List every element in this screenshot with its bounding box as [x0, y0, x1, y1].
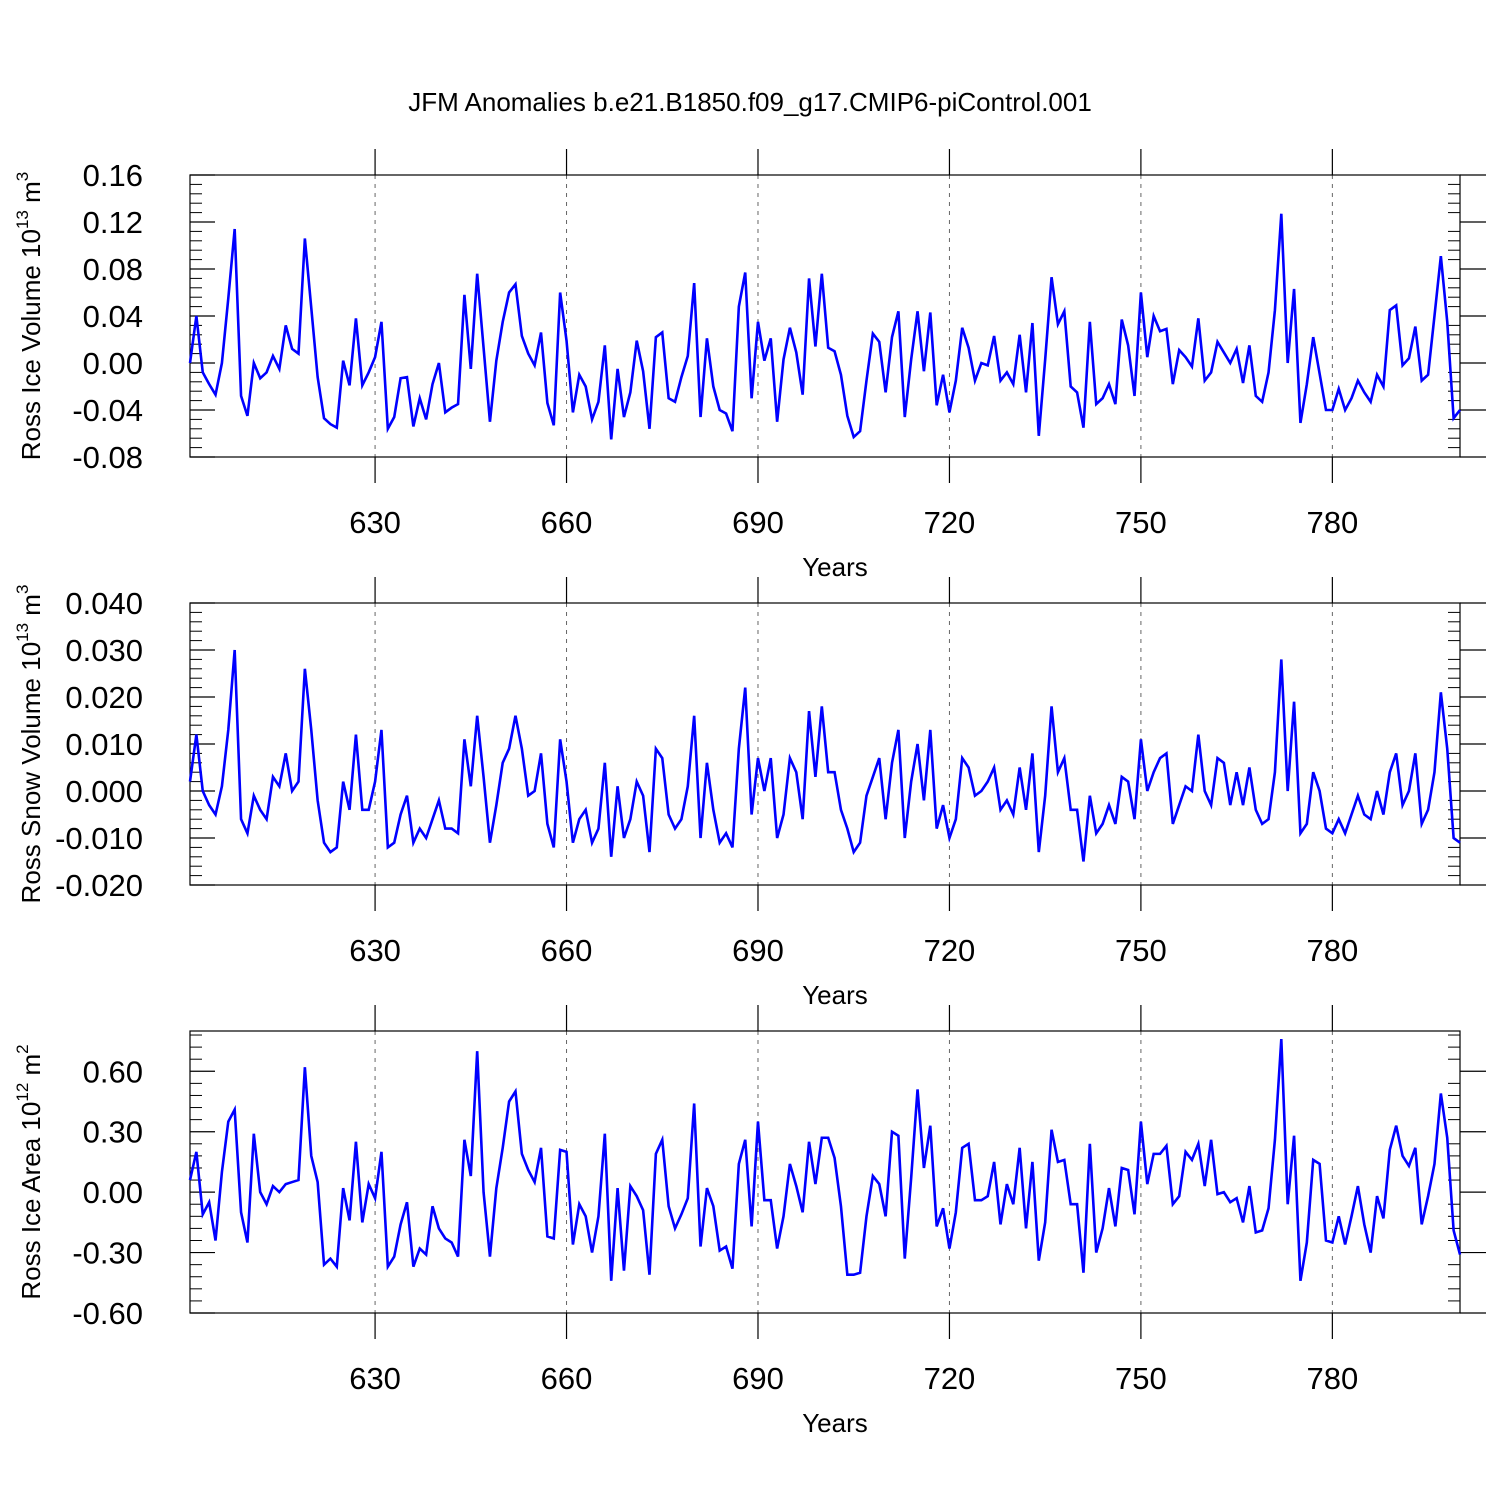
x-tick-label: 720 — [924, 933, 976, 968]
y-tick-label: 0.010 — [65, 727, 143, 762]
x-tick-label: 690 — [732, 1361, 784, 1396]
y-tick-label: -0.30 — [72, 1236, 143, 1271]
y-tick-label: -0.020 — [55, 868, 143, 903]
x-tick-label: 660 — [541, 933, 593, 968]
x-tick-label: 780 — [1306, 505, 1358, 540]
x-tick-label: 780 — [1306, 933, 1358, 968]
x-axis-label: Years — [802, 552, 868, 582]
series-line — [188, 649, 1461, 862]
y-tick-label: 0.60 — [83, 1054, 143, 1089]
x-tick-label: 720 — [924, 505, 976, 540]
y-axis-label: Ross Ice Volume 1013 m3 — [13, 172, 46, 461]
panel-snow-volume: 630 660 690 720 750 780 -0.020 -0.010 0.000 0.010… — [13, 577, 1486, 1010]
y-tick-label: 0.08 — [83, 252, 143, 287]
x-tick-label: 750 — [1115, 505, 1167, 540]
y-tick-label: -0.010 — [55, 821, 143, 856]
y-tick-label: 0.020 — [65, 680, 143, 715]
y-tick-label: 0.12 — [83, 205, 143, 240]
panel-ice-area: 630 660 690 720 750 780 -0.60 -0.30 0.00 0.30 0.60… — [13, 1005, 1486, 1438]
x-tick-label: 660 — [541, 505, 593, 540]
y-axis-label: Ross Snow Volume 1013 m3 — [13, 585, 46, 904]
series-line — [188, 213, 1462, 440]
figure-title: JFM Anomalies b.e21.B1850.f09_g17.CMIP6-… — [408, 87, 1092, 117]
x-tick-label: 750 — [1115, 1361, 1167, 1396]
x-tick-label: 780 — [1306, 1361, 1358, 1396]
x-tick-label: 690 — [732, 933, 784, 968]
x-tick-label: 720 — [924, 1361, 976, 1396]
y-tick-label: -0.04 — [72, 393, 143, 428]
y-tick-label: 0.030 — [65, 633, 143, 668]
panel-ice-volume: 630 660 690 720 750 780 -0.08 -0.04 0.00 0.04 0.08… — [13, 149, 1486, 582]
y-axis-label: Ross Ice Area 1012 m2 — [13, 1044, 46, 1299]
x-tick-label: 630 — [349, 1361, 401, 1396]
x-axis-label: Years — [802, 1408, 868, 1438]
y-tick-label: 0.000 — [65, 774, 143, 809]
x-tick-label: 690 — [732, 505, 784, 540]
x-tick-label: 630 — [349, 505, 401, 540]
y-tick-label: -0.60 — [72, 1296, 143, 1331]
x-tick-label: 750 — [1115, 933, 1167, 968]
y-tick-label: -0.08 — [72, 440, 143, 475]
plot-frame — [189, 1030, 1461, 1314]
x-axis-label: Years — [802, 980, 868, 1010]
y-tick-label: 0.30 — [83, 1115, 143, 1150]
y-tick-label: 0.00 — [83, 1175, 143, 1210]
y-tick-label: 0.040 — [65, 586, 143, 621]
series-line — [188, 1038, 1462, 1281]
x-tick-label: 660 — [541, 1361, 593, 1396]
y-tick-label: 0.04 — [83, 299, 143, 334]
y-tick-label: 0.00 — [83, 346, 143, 381]
y-tick-label: 0.16 — [83, 158, 143, 193]
x-tick-label: 630 — [349, 933, 401, 968]
